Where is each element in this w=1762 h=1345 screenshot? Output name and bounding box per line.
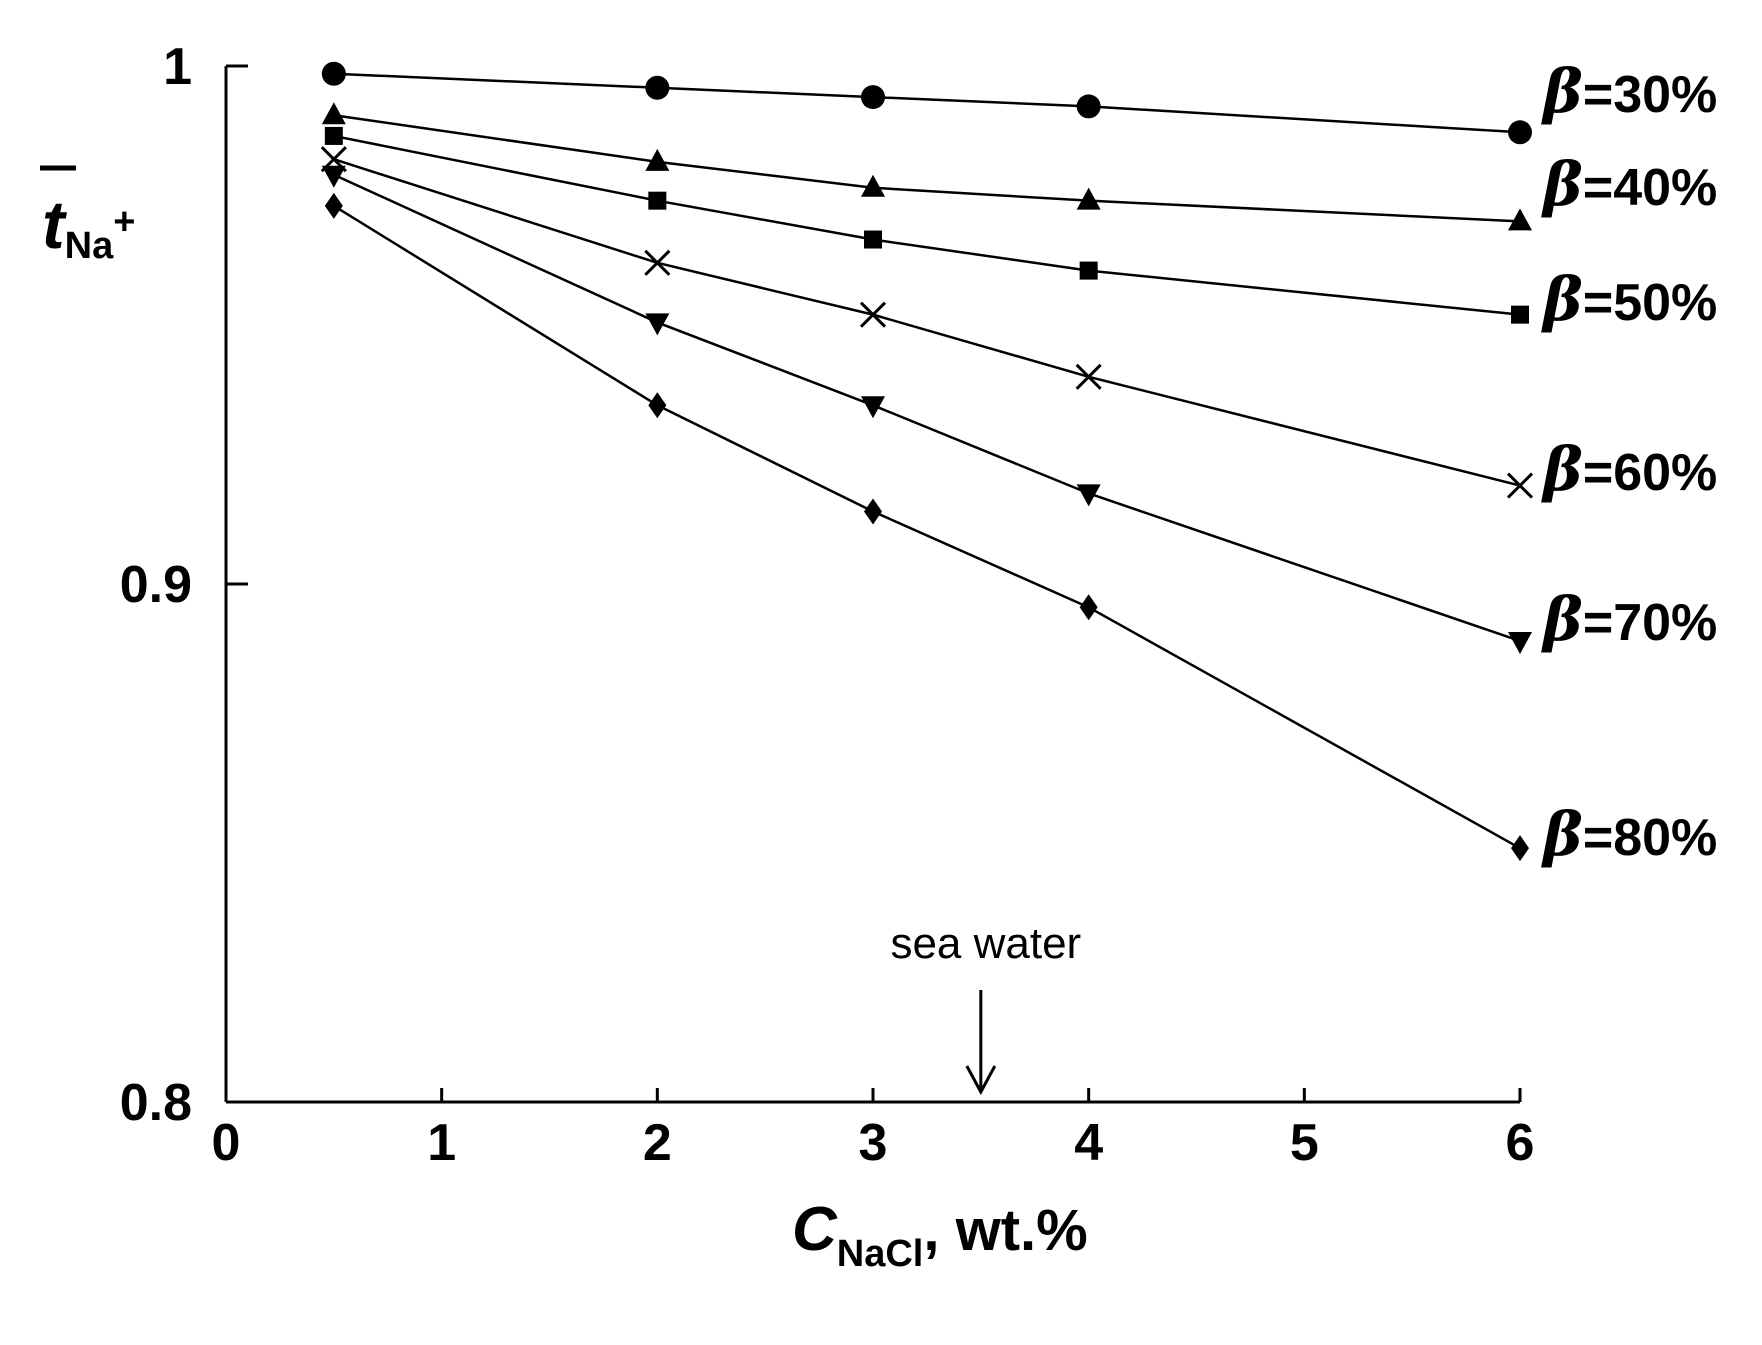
- marker-square: [1079, 261, 1098, 280]
- labels-layer: CNaCl, wt.% tNa+ β=30% β=40% β=50% β=60% β=70%…: [40, 57, 1717, 1275]
- y-axis-title: tNa+: [42, 187, 135, 267]
- series-label: β=70%: [1541, 585, 1717, 655]
- series-label: β=50%: [1541, 265, 1717, 335]
- series-50: [324, 126, 1529, 324]
- axes: 0 1 2 3 4 5 6 0.8 0.9 1: [120, 38, 1535, 1172]
- marker-square: [864, 230, 882, 249]
- series-80: [324, 192, 1529, 862]
- series-line: [333, 113, 1521, 223]
- x-tick-label: 5: [1290, 1114, 1319, 1172]
- series-line: [333, 158, 1521, 487]
- x-tick-label: 2: [643, 1114, 672, 1172]
- x-tick-label: 4: [1074, 1114, 1103, 1172]
- x-tick-label: 0: [212, 1114, 241, 1172]
- x-axis-title: CNaCl, wt.%: [792, 1195, 1088, 1275]
- marker-circle: [1508, 120, 1532, 145]
- marker-triangle-down: [645, 313, 670, 336]
- marker-x: [859, 301, 887, 328]
- series-line: [333, 134, 1521, 316]
- series-30: [321, 61, 1532, 145]
- series-line: [333, 173, 1521, 643]
- series-layer: [320, 61, 1534, 862]
- series-label: β=80%: [1541, 800, 1717, 870]
- marker-square: [1511, 305, 1529, 324]
- marker-diamond: [324, 192, 343, 219]
- y-tick-label: 1: [163, 38, 192, 96]
- series-70: [321, 165, 1532, 654]
- y-tick-label: 0.9: [120, 556, 192, 614]
- marker-triangle-up: [1076, 187, 1101, 210]
- series-line: [333, 72, 1521, 134]
- series-60: [320, 146, 1534, 499]
- marker-triangle-down: [861, 396, 885, 419]
- marker-triangle-down: [1508, 631, 1532, 654]
- marker-diamond: [1079, 594, 1098, 621]
- marker-x: [644, 249, 671, 276]
- series-label: β=40%: [1541, 150, 1717, 220]
- x-tick-label: 6: [1506, 1114, 1535, 1172]
- marker-triangle-up: [645, 148, 670, 171]
- marker-triangle-down: [1076, 484, 1101, 507]
- marker-triangle-up: [861, 174, 885, 197]
- marker-x: [1506, 472, 1534, 499]
- series-label: β=60%: [1541, 435, 1717, 505]
- marker-triangle-down: [321, 165, 346, 188]
- marker-circle: [645, 75, 670, 100]
- annotation-arrow-head: [965, 1065, 997, 1096]
- series-40: [321, 102, 1532, 231]
- marker-triangle-up: [321, 102, 346, 125]
- series-label: β=30%: [1541, 57, 1717, 127]
- marker-circle: [321, 61, 346, 86]
- marker-square: [324, 126, 343, 145]
- series-line: [333, 204, 1521, 850]
- marker-diamond: [1511, 835, 1529, 862]
- marker-x: [1075, 363, 1102, 390]
- x-tick-label: 3: [859, 1114, 888, 1172]
- annotation-sea-water: sea water: [890, 919, 1081, 968]
- marker-diamond: [864, 498, 882, 525]
- marker-square: [648, 191, 667, 210]
- marker-circle: [861, 85, 885, 110]
- marker-diamond: [648, 392, 667, 419]
- x-tick-label: 1: [427, 1114, 456, 1172]
- marker-triangle-up: [1508, 208, 1532, 231]
- y-tick-label: 0.8: [120, 1074, 192, 1132]
- marker-circle: [1076, 94, 1101, 119]
